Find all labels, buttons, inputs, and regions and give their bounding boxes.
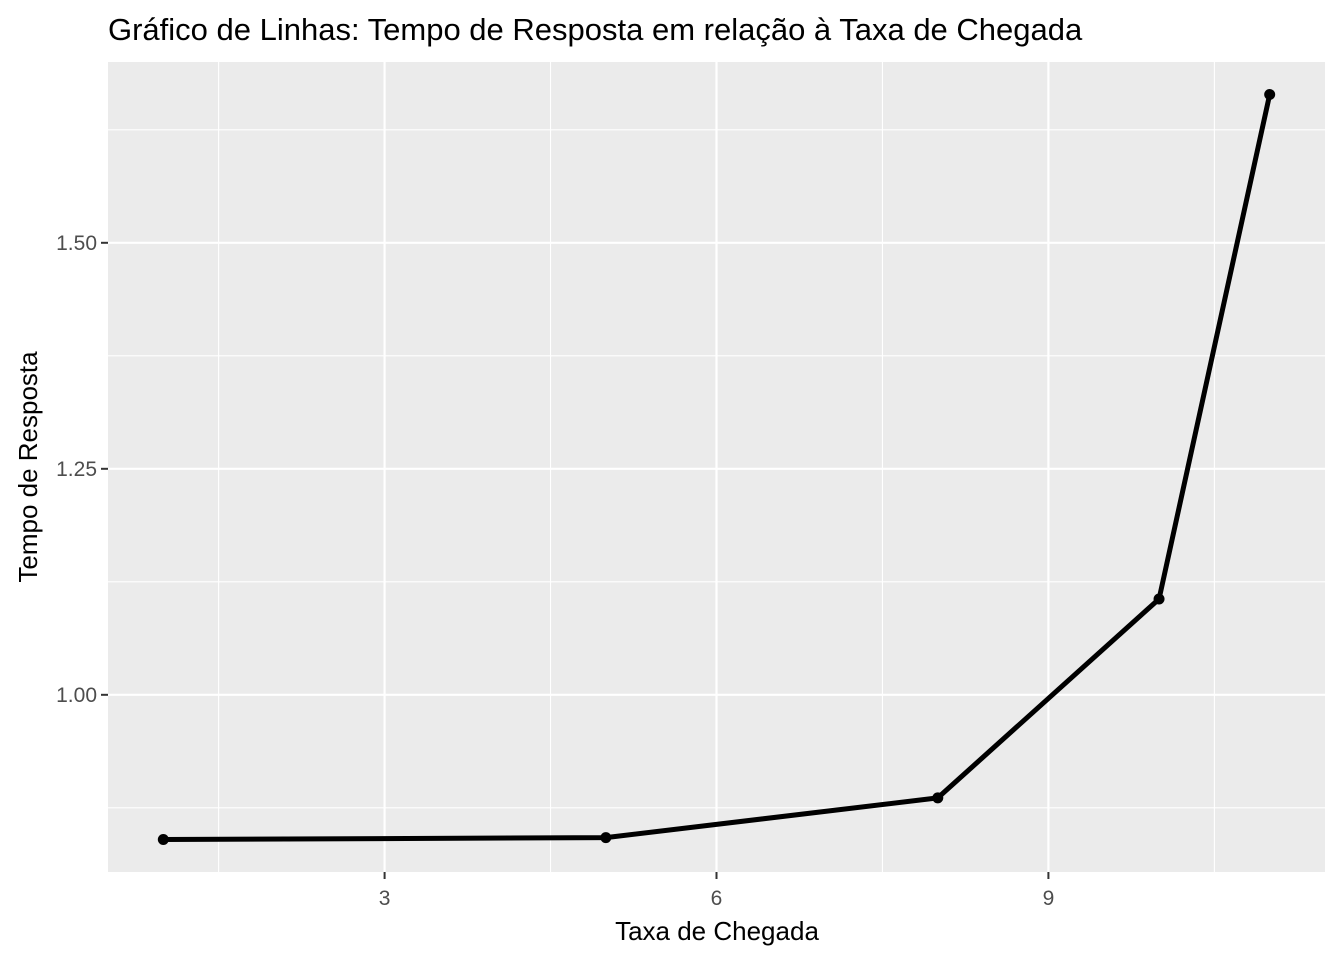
series-layer: [157, 89, 1276, 845]
y-tick-label: 1.25: [56, 458, 97, 481]
x-axis-ticks: 3 6 9: [379, 872, 1055, 910]
x-axis-title: Taxa de Chegada: [615, 916, 819, 946]
data-point: [1153, 593, 1165, 605]
data-point: [932, 792, 944, 804]
x-tick-label: 3: [379, 887, 391, 910]
chart-title: Gráfico de Linhas: Tempo de Resposta em …: [108, 12, 1083, 47]
x-tick-label: 6: [711, 887, 723, 910]
data-point: [157, 833, 169, 845]
y-tick-label: 1.50: [56, 232, 97, 255]
x-tick-label: 9: [1043, 887, 1055, 910]
data-point: [600, 832, 612, 844]
data-point: [1264, 89, 1276, 101]
major-gridlines: [108, 62, 1325, 872]
y-axis-ticks: 1.00 1.25 1.50: [56, 232, 108, 707]
y-tick-label: 1.00: [56, 684, 97, 707]
y-axis-title: Tempo de Resposta: [13, 351, 43, 583]
